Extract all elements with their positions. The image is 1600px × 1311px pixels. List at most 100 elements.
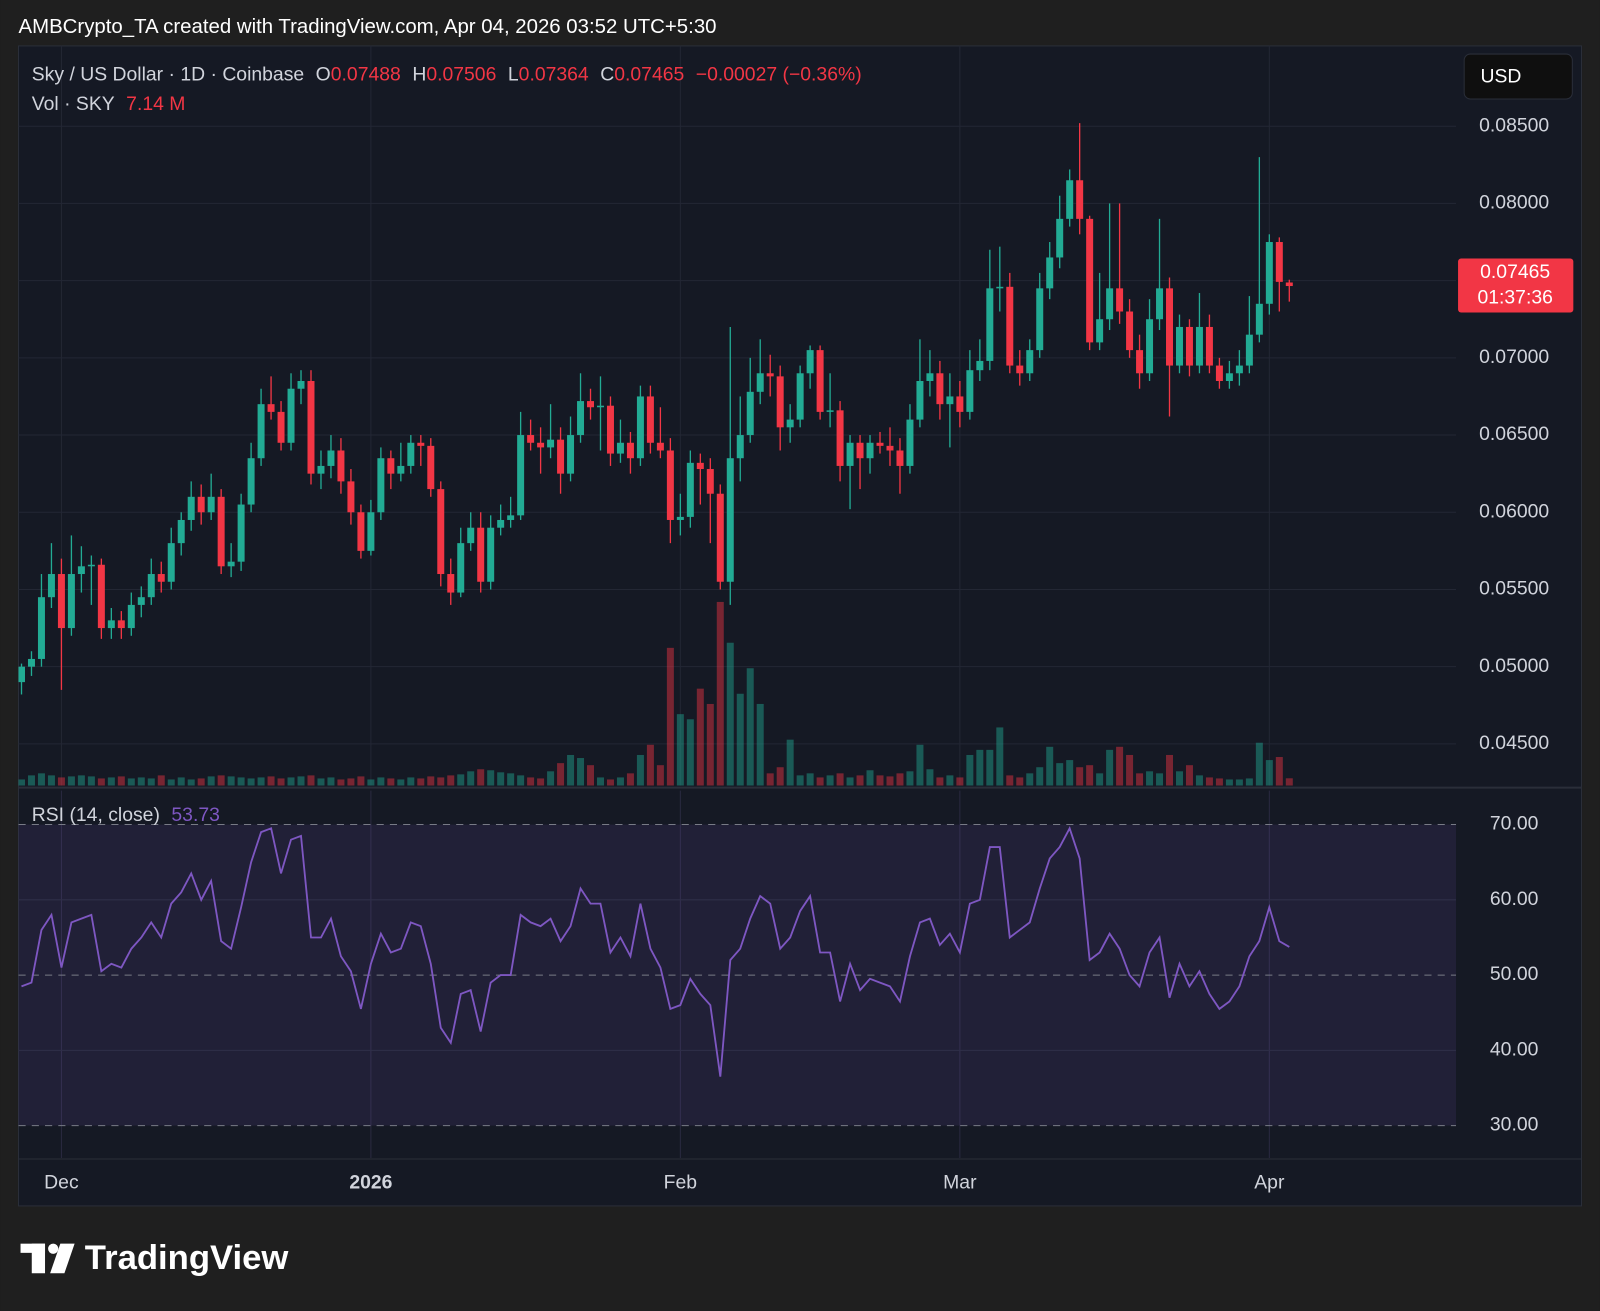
ohlc-value: 0.07488 [331,64,401,86]
candle-body [856,442,864,459]
candle-body [517,435,525,516]
candle-body [1066,180,1074,219]
rsi-tick-label: 50.00 [1490,963,1539,985]
rsi-title: RSI (14, close) [32,804,160,826]
candle-body [137,597,145,605]
candle-body [886,445,894,451]
volume-bar [786,739,794,786]
volume-bar [616,777,624,786]
volume-legend: Vol · SKY 7.14 M [32,93,186,115]
candle-body [427,445,435,490]
candle-body [327,450,335,466]
volume-bar [986,749,994,786]
logo-shape [50,1243,75,1274]
candle-body [577,401,585,436]
candle-body [127,604,135,629]
volume-bar [227,776,235,786]
volume-bar [646,744,654,786]
candle-body [1205,326,1213,366]
volume-bar [497,772,505,786]
candle-body [77,566,85,575]
chart-frame [17,45,1583,1207]
candle-body [696,462,704,470]
candle-body [27,658,35,667]
candle-body [217,496,225,567]
y-tick-label: 0.05000 [1479,655,1549,677]
candle-body [966,370,974,412]
candle-body [826,410,834,412]
volume-bar [686,719,694,786]
candle-body [417,442,425,446]
candle-body [487,527,495,582]
volume-bars [18,601,1293,786]
candle-body [287,388,295,443]
volume-bar [936,777,944,786]
volume-bar [107,777,115,786]
candle-body [407,442,415,466]
volume-bar [177,777,185,786]
candle-body [227,561,235,567]
volume-bar [157,775,165,786]
candle-body [18,666,25,683]
candle-body [926,373,934,382]
candle-body [507,515,515,520]
volume-bar [826,775,834,786]
brand-name: TradingView [85,1239,290,1277]
candle-body [836,410,844,466]
volume-bar [257,777,265,786]
rsi-tick-label: 40.00 [1490,1038,1539,1060]
candle-body [1255,303,1263,335]
ohlc-label: L [508,64,519,86]
volume-bar [1026,773,1034,786]
volume-bar [1215,778,1223,786]
candle-body [936,373,944,405]
candle-body [866,442,874,459]
x-tick-label: Dec [44,1172,79,1194]
rsi-tick-label: 70.00 [1490,813,1539,835]
candle-body [646,396,654,443]
candle-body [587,401,595,408]
volume-bar [886,776,894,786]
candle-body [257,404,265,459]
volume-bar [766,773,774,786]
candle-body [177,519,185,544]
volume-bar [287,777,295,786]
volume-bar [1146,771,1154,786]
volume-bar [1126,754,1134,786]
candle-body [1016,365,1024,374]
candle-body [986,288,994,361]
candle-body [357,512,365,551]
volume-bar [517,775,525,786]
candle-body [277,411,285,443]
candle-body [756,373,764,392]
volume-bar [916,744,924,786]
rsi-pane [21,826,1290,1077]
candle-body [686,462,694,517]
currency-button[interactable] [1463,53,1573,100]
volume-bar [447,775,455,786]
candle-body [1126,311,1134,351]
volume-bar [1116,746,1124,786]
volume-bar [87,776,95,786]
candle-body [1006,286,1014,366]
grid [18,45,1457,1158]
volume-bar [477,769,485,786]
volume-bar [217,775,225,786]
volume-bar [97,778,105,786]
candle-body [906,419,914,466]
candle-body [87,564,95,567]
candle-body [267,404,275,412]
candle-body [317,465,325,474]
candle-body [726,458,734,582]
change: −0.00027 (−0.36%) [696,64,862,86]
volume-bar [1275,757,1283,786]
volume-bar [1016,777,1024,786]
currency-label: USD [1480,66,1521,88]
volume-bar [427,776,435,786]
volume-bar [1255,742,1263,786]
logo-shape [48,1243,59,1254]
candle-body [567,435,575,474]
candle-body [1215,365,1223,382]
volume-bar [547,771,555,786]
volume-bar [1225,779,1233,786]
